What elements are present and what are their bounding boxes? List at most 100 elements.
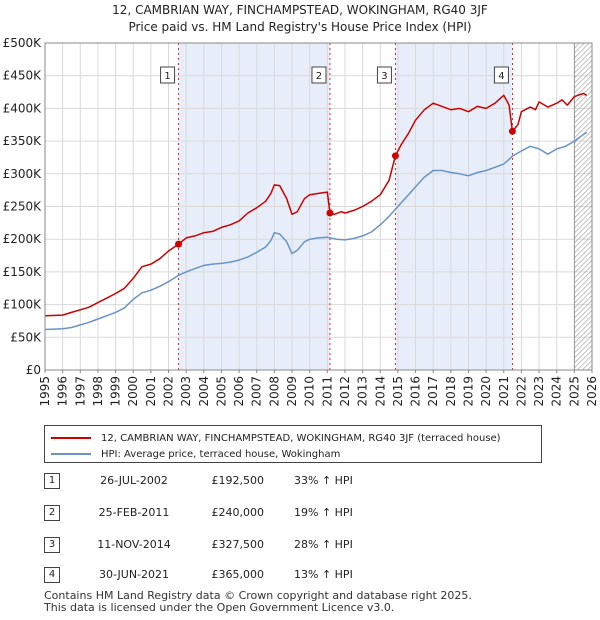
forecast-hatch-line bbox=[574, 320, 593, 339]
forecast-hatch-line bbox=[574, 42, 580, 49]
forecast-hatch-line bbox=[574, 270, 593, 289]
sale-price: £365,000 bbox=[211, 568, 265, 581]
legend-label-property: 12, CAMBRIAN WAY, FINCHAMPSTEAD, WOKINGH… bbox=[101, 432, 501, 444]
x-tick-label: 2017 bbox=[426, 376, 440, 407]
x-tick-label: 1999 bbox=[109, 376, 123, 407]
forecast-hatch-line bbox=[574, 205, 593, 224]
x-tick-label: 2020 bbox=[479, 376, 493, 407]
forecast-hatch-line bbox=[574, 345, 593, 364]
sale-hpi-diff: 28% ↑ HPI bbox=[294, 538, 353, 551]
x-tick-label: 2025 bbox=[567, 376, 581, 407]
sale-price: £240,000 bbox=[211, 506, 265, 519]
sale-label-box bbox=[160, 66, 176, 84]
forecast-hatch-line bbox=[574, 175, 593, 194]
x-tick-label: 2016 bbox=[409, 376, 423, 407]
forecast-hatch-line bbox=[574, 260, 593, 279]
x-tick-label: 2022 bbox=[514, 376, 528, 407]
forecast-hatch-line bbox=[574, 65, 593, 84]
x-tick-label: 2013 bbox=[356, 376, 370, 407]
y-tick-label: £450K bbox=[3, 69, 43, 83]
forecast-hatch-line bbox=[574, 310, 593, 329]
sale-number-badge: 4 bbox=[44, 567, 60, 583]
x-tick-label: 2021 bbox=[497, 376, 511, 407]
forecast-hatch-line bbox=[574, 215, 593, 234]
forecast-hatch-line bbox=[574, 300, 593, 319]
forecast-hatch-line bbox=[574, 90, 593, 109]
forecast-hatch-line bbox=[574, 200, 593, 219]
sale-point bbox=[391, 152, 399, 160]
forecast-hatch-line bbox=[574, 195, 593, 214]
x-tick-label: 1997 bbox=[73, 376, 87, 407]
y-tick-label: £500K bbox=[3, 36, 43, 50]
y-tick-label: £250K bbox=[3, 200, 43, 214]
forecast-hatch-line bbox=[574, 180, 593, 199]
x-tick-label: 2024 bbox=[550, 376, 564, 407]
forecast-hatch-line bbox=[574, 190, 593, 209]
sale-row: 3 11-NOV-2014 £327,500 28% ↑ HPI bbox=[44, 537, 444, 555]
legend-label-hpi: HPI: Average price, terraced house, Woki… bbox=[101, 448, 341, 460]
sale-number-badge: 1 bbox=[44, 473, 60, 489]
hpi-line bbox=[44, 131, 588, 331]
x-tick-label: 2001 bbox=[144, 376, 158, 407]
forecast-hatch-line bbox=[574, 235, 593, 254]
sale-label: 1 bbox=[164, 71, 170, 82]
y-tick-label: £300K bbox=[3, 167, 43, 181]
footer-license: This data is licensed under the Open Gov… bbox=[44, 601, 395, 614]
x-tick-label: 2003 bbox=[179, 376, 193, 407]
forecast-hatch-line bbox=[574, 315, 593, 334]
chart-subtitle: Price paid vs. HM Land Registry's House … bbox=[128, 20, 472, 34]
sale-row: 1 26-JUL-2002 £192,500 33% ↑ HPI bbox=[44, 473, 444, 491]
forecast-hatch-line bbox=[574, 145, 593, 164]
y-tick-label: £200K bbox=[3, 232, 43, 246]
x-tick-label: 2009 bbox=[285, 376, 299, 407]
sale-point bbox=[175, 240, 183, 248]
forecast-hatch-line bbox=[582, 360, 593, 371]
sale-price: £327,500 bbox=[211, 538, 265, 551]
legend-item-hpi: HPI: Average price, terraced house, Woki… bbox=[51, 447, 340, 461]
legend-item-property: 12, CAMBRIAN WAY, FINCHAMPSTEAD, WOKINGH… bbox=[51, 431, 501, 445]
forecast-hatch-line bbox=[574, 250, 593, 269]
x-tick-label: 1996 bbox=[56, 376, 70, 407]
forecast-hatch-line bbox=[574, 75, 593, 94]
x-tick-label: 1995 bbox=[38, 376, 52, 407]
forecast-hatch-line bbox=[574, 340, 593, 359]
sale-point bbox=[508, 127, 516, 135]
sale-label-box bbox=[311, 66, 327, 84]
y-tick-label: £0 bbox=[26, 363, 41, 377]
forecast-hatch-line bbox=[574, 95, 593, 114]
x-tick-label: 2004 bbox=[197, 376, 211, 407]
x-tick-label: 2019 bbox=[461, 376, 475, 407]
forecast-hatch-line bbox=[574, 265, 593, 284]
x-tick-label: 2015 bbox=[391, 376, 405, 407]
legend-swatch-property bbox=[51, 437, 91, 439]
price-chart: 1 2 3 4 £0 £50K £100K £150K £200K £250K £300K £350… bbox=[3, 36, 599, 407]
y-tick-label: £400K bbox=[3, 101, 43, 115]
forecast-hatch-line bbox=[577, 355, 593, 371]
sale-hpi-diff: 13% ↑ HPI bbox=[294, 568, 353, 581]
forecast-hatch-line bbox=[574, 285, 593, 304]
forecast-hatch-line bbox=[574, 255, 593, 274]
forecast-hatch-line bbox=[574, 42, 590, 59]
sale-label-box bbox=[493, 66, 509, 84]
footer-copyright: Contains HM Land Registry data © Crown c… bbox=[44, 589, 472, 602]
x-tick-label: 2005 bbox=[214, 376, 228, 407]
forecast-hatch-line bbox=[574, 185, 593, 204]
y-tick-label: £50K bbox=[10, 330, 42, 344]
forecast-hatch-line bbox=[574, 325, 593, 344]
sale-label: 2 bbox=[316, 71, 322, 82]
forecast-hatch-line bbox=[574, 335, 593, 354]
sale-row: 2 25-FEB-2011 £240,000 19% ↑ HPI bbox=[44, 505, 444, 523]
x-tick-label: 2023 bbox=[532, 376, 546, 407]
sale-hpi-diff: 33% ↑ HPI bbox=[294, 474, 353, 487]
forecast-hatch-line bbox=[574, 150, 593, 169]
sale-label: 3 bbox=[381, 71, 387, 82]
forecast-hatch-line bbox=[574, 135, 593, 154]
legend: 12, CAMBRIAN WAY, FINCHAMPSTEAD, WOKINGH… bbox=[44, 425, 542, 463]
x-tick-label: 1998 bbox=[91, 376, 105, 407]
forecast-hatch-line bbox=[574, 230, 593, 249]
sale-row: 4 30-JUN-2021 £365,000 13% ↑ HPI bbox=[44, 567, 444, 585]
forecast-hatch-line bbox=[574, 105, 593, 124]
forecast-hatch-line bbox=[574, 275, 593, 294]
forecast-hatch-line bbox=[574, 110, 593, 129]
forecast-hatch-line bbox=[574, 290, 593, 309]
